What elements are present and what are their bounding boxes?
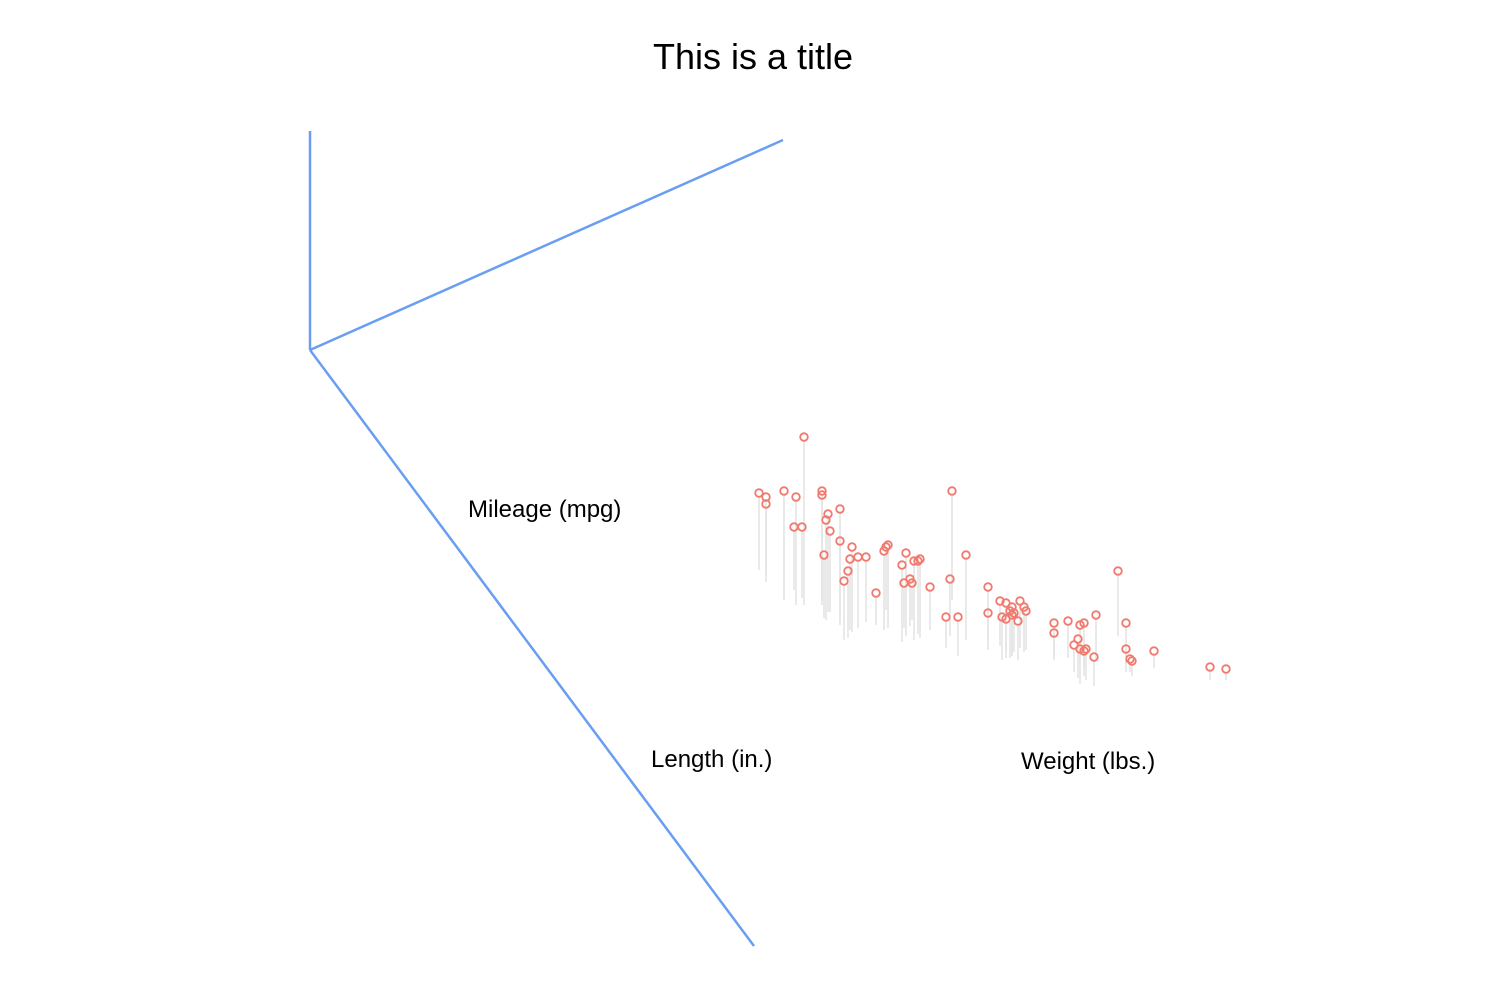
- data-point: [825, 526, 835, 536]
- x-axis-label: Weight (lbs.): [1021, 748, 1156, 775]
- data-point: [853, 552, 863, 562]
- data-point: [1009, 608, 1019, 618]
- data-point: [823, 509, 833, 519]
- data-point: [1127, 656, 1137, 666]
- data-point: [791, 492, 801, 502]
- data-point: [983, 608, 993, 618]
- chart-title: This is a title: [652, 36, 854, 77]
- data-point: [1149, 646, 1159, 656]
- data-point: [909, 556, 919, 566]
- data-point: [799, 432, 809, 442]
- data-point: [779, 486, 789, 496]
- data-point: [845, 554, 855, 564]
- data-point: [843, 566, 853, 576]
- data-point: [861, 552, 871, 562]
- data-point: [761, 499, 771, 509]
- data-point: [1121, 618, 1131, 628]
- data-point: [1205, 662, 1215, 672]
- data-point: [1091, 610, 1101, 620]
- data-point: [754, 488, 764, 498]
- data-point: [1079, 646, 1089, 656]
- data-point: [839, 576, 849, 586]
- data-point: [945, 574, 955, 584]
- data-point: [899, 578, 909, 588]
- data-point: [1049, 628, 1059, 638]
- data-point: [995, 596, 1005, 606]
- data-point: [941, 612, 951, 622]
- data-point: [817, 486, 827, 496]
- data-point: [1113, 566, 1123, 576]
- data-point: [1081, 644, 1091, 654]
- data-point: [901, 548, 911, 558]
- data-point: [797, 522, 807, 532]
- axes: [308, 131, 784, 947]
- data-point: [1089, 652, 1099, 662]
- data-point: [835, 504, 845, 514]
- data-point: [789, 522, 799, 532]
- data-point: [925, 582, 935, 592]
- data-points: [754, 432, 1231, 674]
- data-point: [883, 540, 893, 550]
- data-point: [881, 542, 891, 552]
- drop-lines: [758, 441, 1227, 686]
- data-point: [1049, 618, 1059, 628]
- data-point: [915, 554, 925, 564]
- z-axis-label: Mileage (mpg): [468, 496, 622, 523]
- data-point: [953, 612, 963, 622]
- y-axis-line: [308, 349, 756, 947]
- data-point: [871, 588, 881, 598]
- data-point: [1121, 644, 1131, 654]
- data-point: [821, 515, 831, 525]
- data-point: [983, 582, 993, 592]
- data-point: [897, 560, 907, 570]
- data-point: [961, 550, 971, 560]
- data-point: [1125, 654, 1135, 664]
- data-point: [1007, 610, 1017, 620]
- y-axis-label: Length (in.): [651, 746, 773, 773]
- data-point: [1079, 618, 1089, 628]
- x-axis-line: [309, 138, 784, 352]
- data-point: [1021, 606, 1031, 616]
- data-point: [1221, 664, 1231, 674]
- data-point: [907, 578, 917, 588]
- data-point: [847, 542, 857, 552]
- data-point: [817, 490, 827, 500]
- data-point: [835, 536, 845, 546]
- data-point: [1013, 616, 1023, 626]
- data-point: [819, 550, 829, 560]
- data-point: [947, 486, 957, 496]
- data-point: [913, 556, 923, 566]
- data-point: [1063, 616, 1073, 626]
